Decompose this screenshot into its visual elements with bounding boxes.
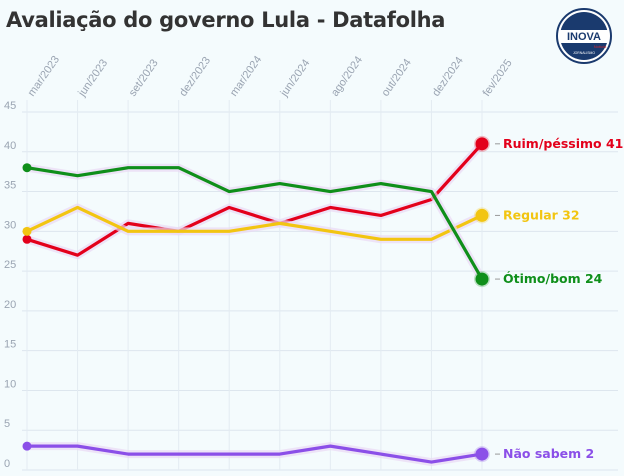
logo-ring-text: JORNALISMO xyxy=(573,51,595,55)
series-end-point xyxy=(475,272,489,286)
series-line xyxy=(25,166,484,281)
series-end-label: Ótimo/bom 24 xyxy=(503,271,603,286)
series-start-point xyxy=(22,226,32,236)
inova-logo: INOVA Notícia JORNALISMO xyxy=(556,8,612,64)
y-tick-label: 30 xyxy=(4,219,16,231)
series-line xyxy=(25,205,484,241)
series-1: Regular 32 xyxy=(22,203,580,244)
series-end-label: Regular 32 xyxy=(503,207,580,222)
y-tick-label: 15 xyxy=(4,339,16,351)
x-axis: mar/2023 jun/2023 set/2023 dez/2023 mar/2024… xyxy=(26,54,515,100)
x-tick-label: dez/2023 xyxy=(177,55,213,99)
series-start-point xyxy=(22,163,32,173)
series-3: Não sabem 2 xyxy=(22,441,594,467)
chart-title: Avaliação do governo Lula - Datafolha xyxy=(6,8,446,32)
x-tick-label: fev/2025 xyxy=(481,57,515,98)
y-tick-label: 25 xyxy=(4,259,16,271)
series-line xyxy=(25,142,484,257)
x-tick-label: dez/2024 xyxy=(430,55,466,99)
y-tick-label: 40 xyxy=(4,140,16,152)
y-axis: 0 5 10 15 20 25 30 35 40 45 xyxy=(4,100,16,470)
x-tick-label: ago/2024 xyxy=(329,54,365,98)
y-tick-label: 10 xyxy=(4,378,16,390)
x-tick-label: out/2024 xyxy=(380,57,414,99)
series-0: Ruim/péssimo 41 xyxy=(22,135,623,260)
series-end-point xyxy=(475,208,489,222)
x-tick-label: jun/2024 xyxy=(278,57,313,99)
y-tick-label: 20 xyxy=(4,299,16,311)
logo-text: INOVA xyxy=(567,31,601,43)
series-start-point xyxy=(22,441,32,451)
grid-layer xyxy=(22,100,618,471)
series-end-label: Não sabem 2 xyxy=(503,446,594,461)
series-start-point xyxy=(22,234,32,244)
y-tick-label: 5 xyxy=(4,418,10,430)
y-tick-label: 35 xyxy=(4,180,16,192)
x-tick-label: set/2023 xyxy=(127,57,161,98)
x-tick-label: mar/2024 xyxy=(228,54,264,99)
y-tick-label: 0 xyxy=(4,458,10,470)
series-end-label: Ruim/péssimo 41 xyxy=(503,136,623,151)
logo-subtext: Notícia xyxy=(594,44,607,49)
series-layer: Ruim/péssimo 41 Regular 32 Ótimo/bom 24 Não… xyxy=(22,135,623,467)
y-tick-label: 45 xyxy=(4,100,16,112)
series-line xyxy=(25,444,484,464)
x-tick-label: mar/2023 xyxy=(26,54,62,99)
series-end-point xyxy=(475,137,489,151)
series-end-point xyxy=(475,447,489,461)
series-2: Ótimo/bom 24 xyxy=(22,163,603,288)
x-tick-label: jun/2023 xyxy=(76,57,111,99)
